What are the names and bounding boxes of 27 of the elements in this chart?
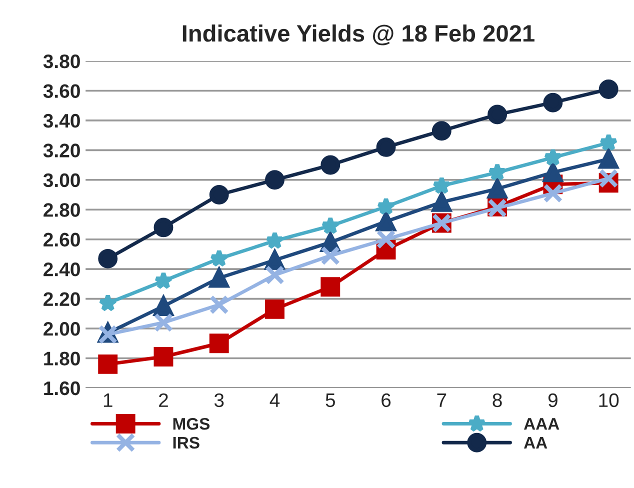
x-tick-label: 10: [599, 393, 619, 408]
x-tick-label: 7: [437, 394, 446, 407]
x-tick-label: 1: [104, 394, 112, 407]
y-tick-label: 1.80: [44, 352, 80, 366]
y-tick-label: 3.80: [43, 54, 80, 68]
y-tick-label: 2.80: [44, 203, 80, 217]
y-tick-label: 1.60: [44, 381, 80, 396]
y-tick-label: 2.20: [44, 292, 80, 306]
x-tick-label: 8: [492, 393, 502, 408]
y-tick-label: 2.00: [44, 322, 80, 336]
legend-label: IRS: [173, 436, 200, 449]
legend-label: MGS: [173, 418, 210, 430]
chart-title: Indicative Yields @ 18 Feb 2021: [182, 24, 534, 46]
legend-label: AAA: [524, 418, 560, 430]
x-tick-label: 3: [214, 393, 224, 408]
legend-label: AA: [524, 436, 548, 448]
y-tick-label: 3.60: [43, 84, 80, 98]
y-tick-label: 2.60: [44, 232, 80, 247]
y-tick-label: 2.40: [44, 262, 80, 276]
x-tick-label: 5: [326, 394, 335, 408]
y-tick-label: 3.20: [43, 144, 80, 158]
y-tick-label: 3.00: [43, 173, 80, 188]
x-tick-label: 9: [548, 393, 558, 408]
x-tick-label: 2: [159, 393, 168, 407]
x-tick-label: 4: [270, 394, 280, 407]
x-tick-label: 6: [382, 393, 391, 408]
y-tick-label: 3.40: [43, 114, 80, 128]
